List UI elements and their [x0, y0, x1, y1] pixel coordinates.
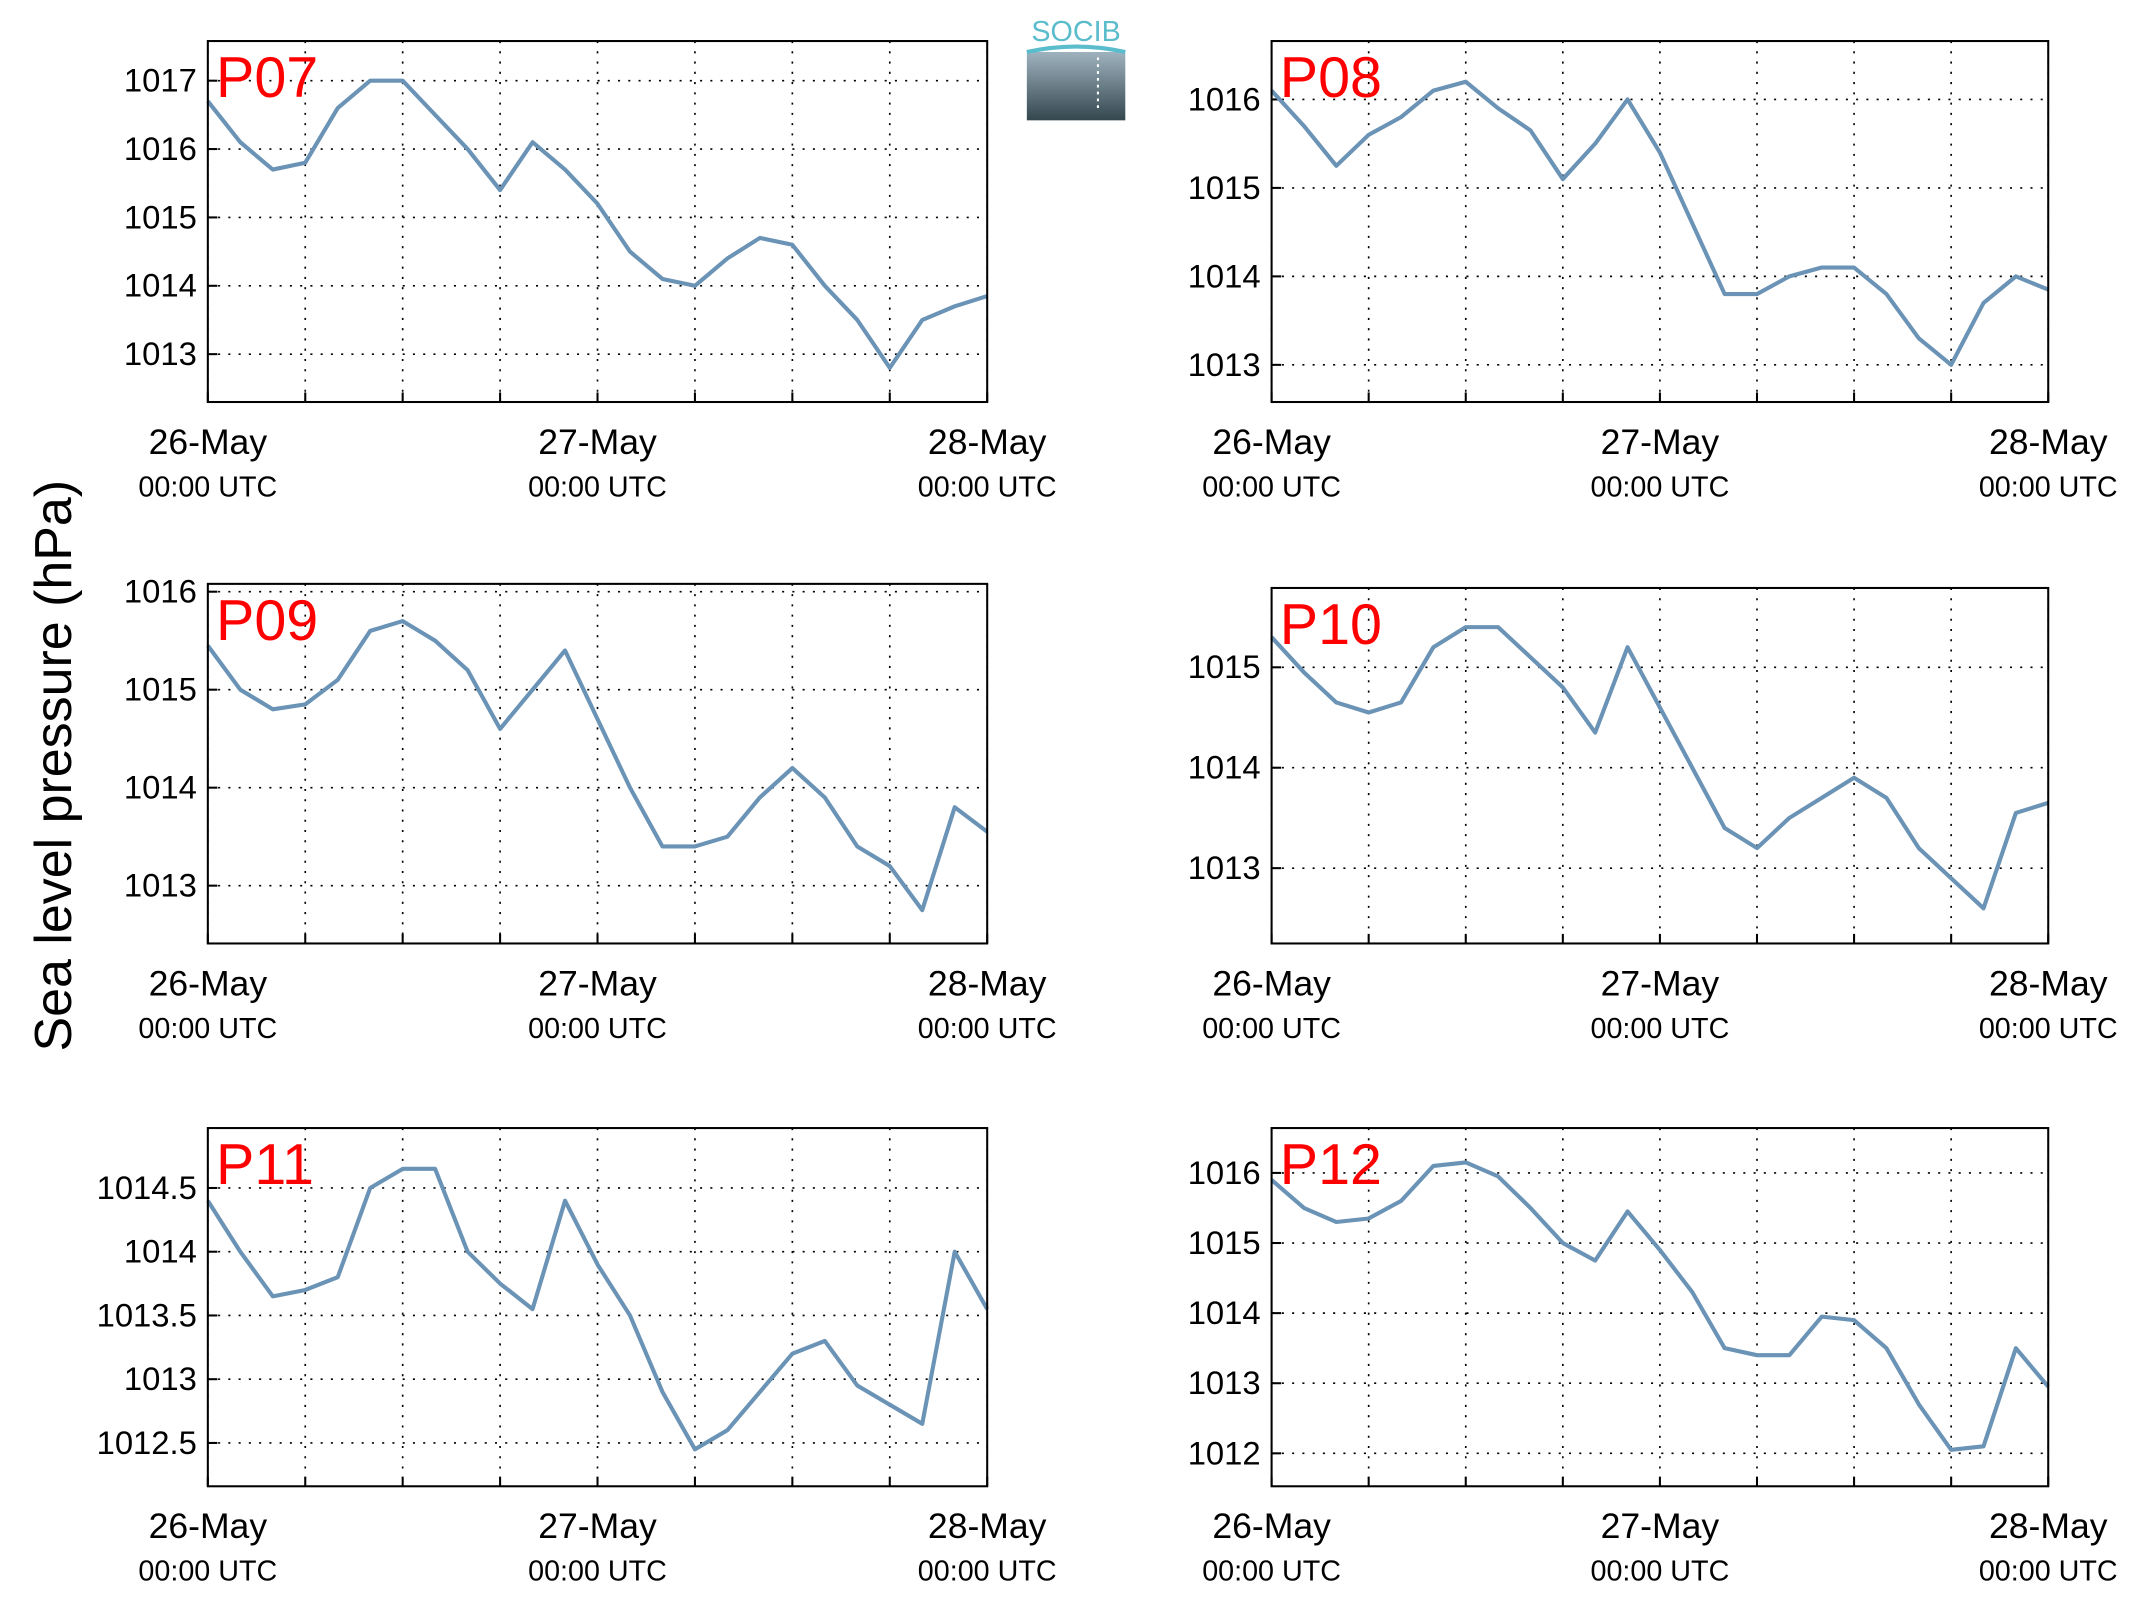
panel-title: P10: [1280, 593, 1382, 657]
y-tick-label: 1016: [124, 130, 197, 167]
x-tick-label: 28-May: [928, 963, 1047, 1003]
y-tick-label: 1015: [1188, 648, 1261, 685]
x-tick-sublabel: 00:00 UTC: [528, 1013, 667, 1045]
y-tick-label: 1013: [124, 335, 197, 372]
y-tick-label: 1015: [124, 198, 197, 235]
x-tick-label: 26-May: [1212, 1506, 1331, 1546]
x-tick-sublabel: 00:00 UTC: [918, 1013, 1057, 1045]
panel-title: P11: [216, 1133, 314, 1197]
data-line: [206, 78, 988, 370]
x-tick-sublabel: 00:00 UTC: [138, 1013, 277, 1045]
y-tick-label: 1014: [124, 1233, 197, 1270]
x-tick-label: 27-May: [1601, 963, 1720, 1003]
panel: 1013 1014 1015 1016 1017 26-May 00:00 UTC 27-Ma…: [124, 40, 1057, 503]
y-tick-label: 1013: [124, 1360, 197, 1397]
data-line: [1270, 79, 2050, 367]
x-tick-label: 28-May: [928, 422, 1047, 462]
x-tick-label: 27-May: [1601, 422, 1720, 462]
x-tick-sublabel: 00:00 UTC: [918, 471, 1057, 503]
panel: 1013 1014 1015 1016 26-May 00:00 UTC 27-May 00:…: [124, 573, 1057, 1045]
y-tick-label: 1014: [124, 267, 197, 304]
logo-text: SOCIB: [1031, 16, 1120, 48]
logo: SOCIB: [1026, 16, 1126, 121]
y-tick-label: 1013.5: [97, 1296, 197, 1333]
x-tick-sublabel: 00:00 UTC: [138, 1556, 277, 1588]
y-axis-label: Sea level pressure (hPa): [25, 480, 83, 1052]
data-line: [206, 619, 989, 913]
x-tick-label: 28-May: [1989, 1506, 2108, 1546]
panel-title: P08: [1280, 46, 1382, 110]
y-tick-label: 1016: [124, 573, 197, 610]
plot-frame: [206, 1127, 989, 1488]
y-tick-label: 1012: [1188, 1434, 1261, 1471]
data-line: [1270, 625, 2049, 911]
plot-frame: [1270, 40, 2050, 404]
x-tick-label: 27-May: [1601, 1506, 1720, 1546]
x-tick-sublabel: 00:00 UTC: [918, 1556, 1057, 1588]
y-tick-label: 1013: [1188, 1364, 1261, 1401]
panel-title: P07: [216, 46, 318, 110]
data-line: [1270, 1160, 2050, 1452]
x-tick-label: 26-May: [1212, 422, 1331, 462]
x-tick-label: 26-May: [149, 1506, 268, 1546]
plot-frame: [1270, 586, 2050, 945]
y-tick-label: 1013: [1188, 346, 1261, 383]
x-tick-sublabel: 00:00 UTC: [138, 471, 277, 503]
panel: 1012.5 1013 1013.5 1014 1014.5 26-May 00:00 UT…: [97, 1127, 1057, 1588]
panel: 1013 1014 1015 26-May 00:00 UTC 27-May 00:00 U…: [1188, 586, 2118, 1045]
x-tick-label: 26-May: [149, 963, 268, 1003]
x-tick-sublabel: 00:00 UTC: [528, 471, 667, 503]
y-tick-label: 1015: [124, 671, 197, 708]
plot-frame: [1270, 1127, 2050, 1488]
y-tick-label: 1016: [1188, 1154, 1261, 1191]
logo-box: [1026, 51, 1126, 121]
y-tick-label: 1015: [1188, 169, 1261, 206]
y-tick-label: 1016: [1188, 80, 1261, 117]
panel: 1012 1013 1014 1015 1016 26-May 00:00 UTC 27-Ma…: [1188, 1127, 2118, 1588]
y-tick-label: 1014: [124, 769, 197, 806]
y-tick-label: 1017: [124, 62, 197, 99]
x-tick-label: 26-May: [149, 422, 268, 462]
x-tick-label: 28-May: [1989, 963, 2108, 1003]
data-line: [206, 1166, 989, 1452]
y-tick-label: 1014.5: [97, 1169, 197, 1206]
y-tick-label: 1014: [1188, 1294, 1261, 1331]
x-tick-sublabel: 00:00 UTC: [528, 1556, 667, 1588]
x-tick-sublabel: 00:00 UTC: [1979, 471, 2118, 503]
y-tick-label: 1015: [1188, 1224, 1261, 1261]
y-tick-label: 1013: [1188, 849, 1261, 886]
x-tick-sublabel: 00:00 UTC: [1591, 1556, 1730, 1588]
plot-frame: [206, 582, 989, 945]
y-tick-label: 1014: [1188, 257, 1261, 294]
y-tick-label: 1014: [1188, 749, 1261, 786]
x-tick-label: 27-May: [538, 1506, 657, 1546]
x-tick-sublabel: 00:00 UTC: [1591, 471, 1730, 503]
x-tick-sublabel: 00:00 UTC: [1202, 1556, 1341, 1588]
panel-title: P12: [1280, 1133, 1382, 1197]
x-tick-label: 28-May: [1989, 422, 2108, 462]
plot-frame: [206, 40, 989, 404]
x-tick-sublabel: 00:00 UTC: [1202, 471, 1341, 503]
x-tick-sublabel: 00:00 UTC: [1979, 1013, 2118, 1045]
x-tick-sublabel: 00:00 UTC: [1202, 1013, 1341, 1045]
x-tick-label: 27-May: [538, 963, 657, 1003]
x-tick-sublabel: 00:00 UTC: [1979, 1556, 2118, 1588]
x-tick-label: 26-May: [1212, 963, 1331, 1003]
y-tick-label: 1012.5: [97, 1424, 197, 1461]
x-tick-label: 28-May: [928, 1506, 1047, 1546]
x-tick-sublabel: 00:00 UTC: [1591, 1013, 1730, 1045]
panel-title: P09: [216, 589, 318, 653]
logo-wave: [1026, 44, 1126, 54]
y-tick-label: 1013: [124, 867, 197, 904]
panel: 1013 1014 1015 1016 26-May 00:00 UTC 27-May 00:…: [1188, 40, 2118, 503]
x-tick-label: 27-May: [538, 422, 657, 462]
